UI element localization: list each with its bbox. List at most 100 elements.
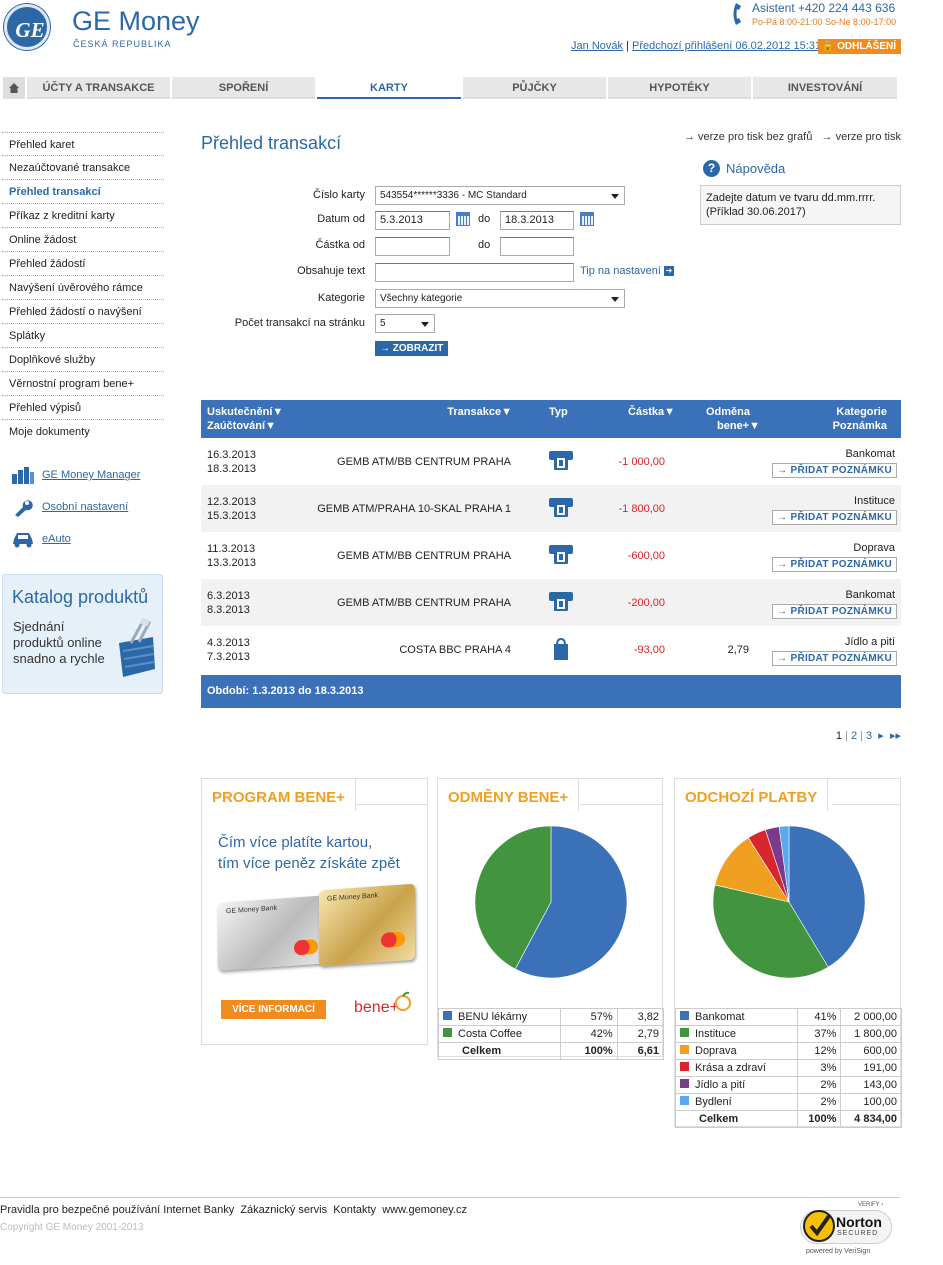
add-note-button[interactable]: → PŘIDAT POZNÁMKU [772,463,897,478]
logout-button[interactable]: 🔒 ODHLÁŠENÍ [817,39,901,54]
header-reward2[interactable]: bene+▼ [717,420,760,432]
show-button[interactable]: → ZOBRAZIT [375,341,449,356]
footer-link-contacts[interactable]: Kontakty [333,1204,377,1216]
legend-row: BENU lékárny 57% 3,82 [438,1008,665,1026]
date-to-input[interactable]: 18.3.2013 [500,211,574,230]
add-note-button[interactable]: → PŘIDAT POZNÁMKU [772,604,897,619]
user-separator: | [626,40,629,52]
shopping-bag-icon [553,637,569,663]
amount-from-input[interactable] [375,237,450,256]
page-2[interactable]: 2 [850,730,858,742]
calendar-icon[interactable] [456,212,470,226]
help-box: Zadejte datum ve tvaru dd.mm.rrrr. (Přík… [700,185,901,225]
tab-mortgages[interactable]: HYPOTÉKY [608,77,751,99]
sidebar-item-documents[interactable]: Moje dokumenty [9,426,90,438]
sidebar-item-requests[interactable]: Přehled žádostí [2,252,164,276]
rewards-legend: BENU lékárny 57% 3,82 Costa Coffee 42% 2,79 Ce… [438,1008,665,1060]
arrow-right-icon: → [777,653,788,664]
sidebar-item-extra-services[interactable]: Doplňkové služby [2,348,164,372]
payments-legend: Bankomat 41% 2 000,00 Instituce 37% 1 800,00 D… [675,1008,902,1128]
norton-powered: powered by VeriSign [806,1248,871,1255]
page-1[interactable]: 1 [835,730,842,742]
legend-swatch [680,1045,689,1054]
text-filter-input[interactable] [375,263,574,282]
footer-link-service[interactable]: Zákaznický servis [240,1204,328,1216]
ge-logo[interactable]: GE [4,4,50,50]
legend-total-name: Celkem [438,1042,561,1060]
footer-link-rules[interactable]: Pravidla pro bezpečné používání Internet… [0,1204,235,1216]
calendar-icon[interactable] [580,212,594,226]
legend-pct: 2% [796,1093,842,1111]
print-no-graphs-link[interactable]: verze pro tisk bez grafů [698,131,813,143]
tool-personal-settings[interactable]: Osobní nastavení [12,496,128,518]
header-reward1: Odměna [705,406,750,418]
user-name-link[interactable]: Jan Novák [571,40,624,52]
sidebar-item-credit-order[interactable]: Příkaz z kreditní karty [2,204,164,228]
legend-name: Bydlení [695,1096,732,1108]
header-date2[interactable]: Zaúčtování▼ [207,420,276,432]
tab-cards[interactable]: KARTY [317,77,461,99]
next-page-icon[interactable]: ▸ [878,730,884,742]
tab-loans[interactable]: PŮJČKY [463,77,606,99]
add-note-button[interactable]: → PŘIDAT POZNÁMKU [772,510,897,525]
legend-name: BENU lékárny [458,1011,528,1023]
category-label: Kategorie [317,292,365,304]
tab-savings[interactable]: SPOŘENÍ [172,77,315,99]
date-from-input[interactable]: 5.3.2013 [375,211,450,230]
print-link[interactable]: verze pro tisk [835,131,901,143]
eauto-link[interactable]: eAuto [42,533,71,545]
legend-total-value: 6,61 [616,1042,665,1060]
pie-slice-bankomat [788,825,866,968]
product-catalog-banner[interactable]: Katalog produktů Sjednání produktů onlin… [2,574,163,694]
norton-checkmark-icon [803,1210,835,1242]
amount-to-input[interactable] [500,237,574,256]
promo-line1: Čím více platíte kartou, [218,834,373,851]
legend-row: Bydlení 2% 100,00 [675,1093,902,1111]
footer-links: Pravidla pro bezpečné používání Internet… [0,1197,900,1216]
add-note-button[interactable]: → PŘIDAT POZNÁMKU [772,557,897,572]
table-row: 16.3.2013 18.3.2013 GEMB ATM/BB CENTRUM PR… [201,438,901,485]
date-from-label: Datum od [317,213,365,225]
footer-link-web[interactable]: www.gemoney.cz [382,1204,467,1216]
add-note-button[interactable]: → PŘIDAT POZNÁMKU [772,651,897,666]
home-icon[interactable] [3,77,25,99]
personal-settings-link[interactable]: Osobní nastavení [42,501,129,513]
page-3[interactable]: 3 [866,730,873,742]
tab-accounts[interactable]: ÚČTY A TRANSAKCE [27,77,170,99]
arrow-right-icon: → [683,131,695,143]
tab-investing[interactable]: INVESTOVÁNÍ [753,77,897,99]
row-category: Bankomat [845,589,895,601]
per-page-select[interactable]: 5 [375,314,435,333]
tool-eauto[interactable]: eAuto [12,528,71,550]
amount-to-label: do [478,239,491,251]
header-date1[interactable]: Uskutečnění▼ [207,406,284,418]
legend-swatch [680,1028,689,1037]
row-description: COSTA BBC PRAHA 4 [399,644,511,656]
row-amount: -1 800,00 [618,503,665,515]
sidebar-item-online-request[interactable]: Online žádost [2,228,164,252]
last-login-link[interactable]: Předchozí přihlášení 06.02.2012 15:31 [632,40,821,52]
category-select[interactable]: Všechny kategorie [375,289,625,308]
header-transaction[interactable]: Transakce▼ [447,406,512,418]
sidebar-item-statements[interactable]: Přehled výpisů [2,396,164,420]
legend-pct: 57% [560,1008,618,1026]
last-page-icon[interactable]: ▸▸ [889,730,901,742]
sidebar-item-loyalty[interactable]: Věrnostní program bene+ [2,372,164,396]
header-amount[interactable]: Částka▼ [628,406,675,418]
tip-link[interactable]: Tip na nastavení ➜ [580,265,674,277]
sidebar-item-installments[interactable]: Splátky [2,324,164,348]
print-links: → verze pro tisk bez grafů → verze pro t… [684,131,901,143]
sidebar-item-increase-requests[interactable]: Přehled žádostí o navýšení [2,300,164,324]
money-manager-link[interactable]: GE Money Manager [42,469,141,481]
help-icon: ? [703,160,720,177]
more-info-button[interactable]: VÍCE INFORMACÍ [221,1000,326,1019]
tool-money-manager[interactable]: GE Money Manager [12,464,140,486]
sidebar-item-transactions[interactable]: Přehled transakcí [2,180,164,204]
row-amount: -1 000,00 [618,456,665,468]
sidebar-item-unposted[interactable]: Nezaúčtované transakce [2,156,164,180]
norton-secured-seal[interactable]: VERIFY › Norton SECURED powered by VeriS… [800,1202,893,1262]
sidebar-item-card-overview[interactable]: Přehled karet [2,132,164,156]
sidebar-item-limit-increase[interactable]: Navýšení úvěrového rámce [2,276,164,300]
legend-name: Krása a zdraví [695,1062,766,1074]
card-number-select[interactable]: 543554******3336 - MC Standard [375,186,625,205]
